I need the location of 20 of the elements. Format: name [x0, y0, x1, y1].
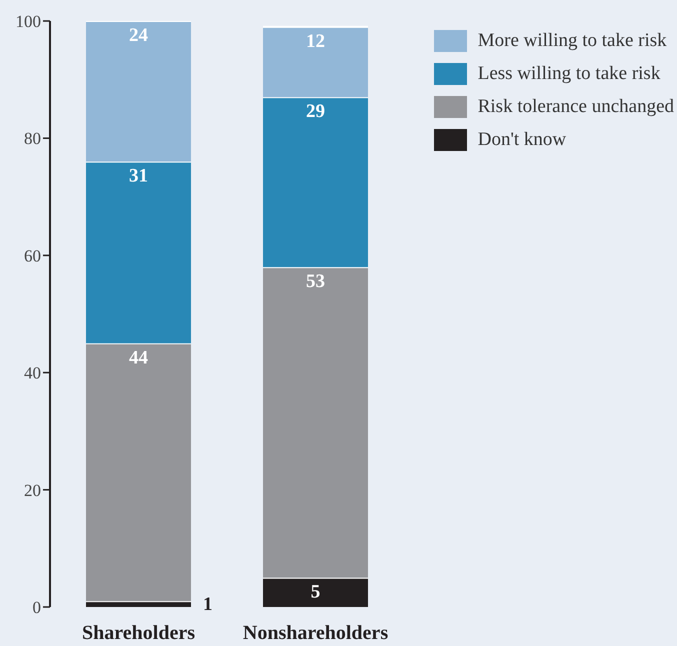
x-tick-label: Shareholders [82, 622, 196, 644]
data-label: 53 [306, 271, 325, 292]
y-tick-label: 80 [24, 129, 41, 148]
legend-label: Risk tolerance unchanged [478, 96, 674, 118]
y-tick-label: 60 [24, 246, 41, 266]
x-tick-label: Nonshareholders [242, 622, 388, 644]
y-tick-label: 40 [24, 364, 41, 383]
data-label: 1 [203, 594, 212, 616]
y-tick-label: 20 [24, 480, 41, 500]
y-tick-label: 100 [16, 12, 41, 32]
data-label: 5 [310, 582, 320, 603]
data-label: 24 [129, 25, 148, 46]
y-tick-label: 0 [32, 598, 41, 618]
data-label: 31 [129, 166, 148, 187]
legend-label: Less willing to take risk [478, 62, 660, 84]
legend-label: More willing to take risk [478, 30, 667, 52]
data-label: 29 [306, 101, 325, 122]
data-label: 12 [306, 30, 325, 52]
legend-label: Don't know [478, 128, 566, 150]
data-label: 44 [129, 347, 148, 368]
